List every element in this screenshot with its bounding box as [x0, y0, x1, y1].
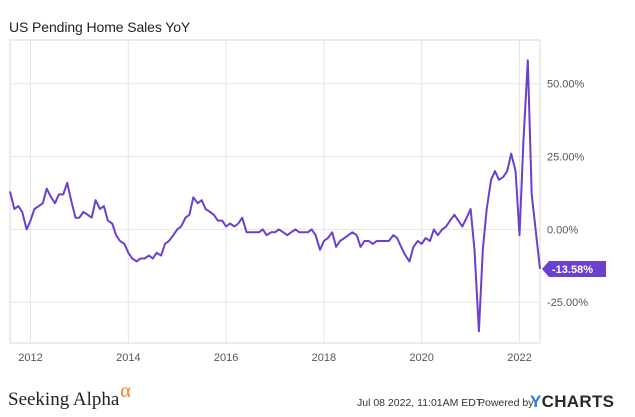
ycharts-logo-text: CHARTS [541, 392, 615, 411]
x-axis-ticks: 2012 2014 2016 2018 2020 2022 [18, 352, 531, 364]
last-value-label: -13.58% [542, 260, 606, 277]
x-tick-label: 2016 [214, 352, 238, 364]
alpha-icon: α [120, 380, 131, 402]
last-value-label-bg [542, 260, 606, 277]
y-tick-label: -25.00% [547, 297, 588, 309]
y-axis-ticks: 50.00% 25.00% 0.00% -25.00% [547, 79, 588, 310]
chart-title: US Pending Home Sales YoY [9, 19, 191, 35]
y-tick-label: 50.00% [547, 79, 585, 91]
ycharts-logo-y: Y [530, 392, 542, 411]
x-tick-label: 2018 [312, 352, 336, 364]
footer-powered-by: Powered by [478, 397, 534, 409]
seeking-alpha-text: Seeking Alpha [8, 389, 120, 410]
x-tick-label: 2020 [409, 352, 433, 364]
series-line [9, 59, 541, 333]
x-tick-label: 2022 [507, 352, 531, 364]
y-tick-label: 25.00% [547, 152, 585, 164]
seeking-alpha-watermark: Seeking Alphaα [8, 380, 131, 411]
plot-area-border [9, 39, 541, 344]
y-tick-label: 0.00% [547, 224, 578, 236]
x-tick-label: 2014 [116, 352, 140, 364]
ycharts-logo: YCHARTS [530, 392, 614, 412]
x-tick-label: 2012 [18, 352, 42, 364]
footer-timestamp: Jul 08 2022, 11:01AM EDT. [357, 397, 485, 409]
grid [10, 40, 540, 343]
last-value-label-text: -13.58% [552, 264, 593, 276]
